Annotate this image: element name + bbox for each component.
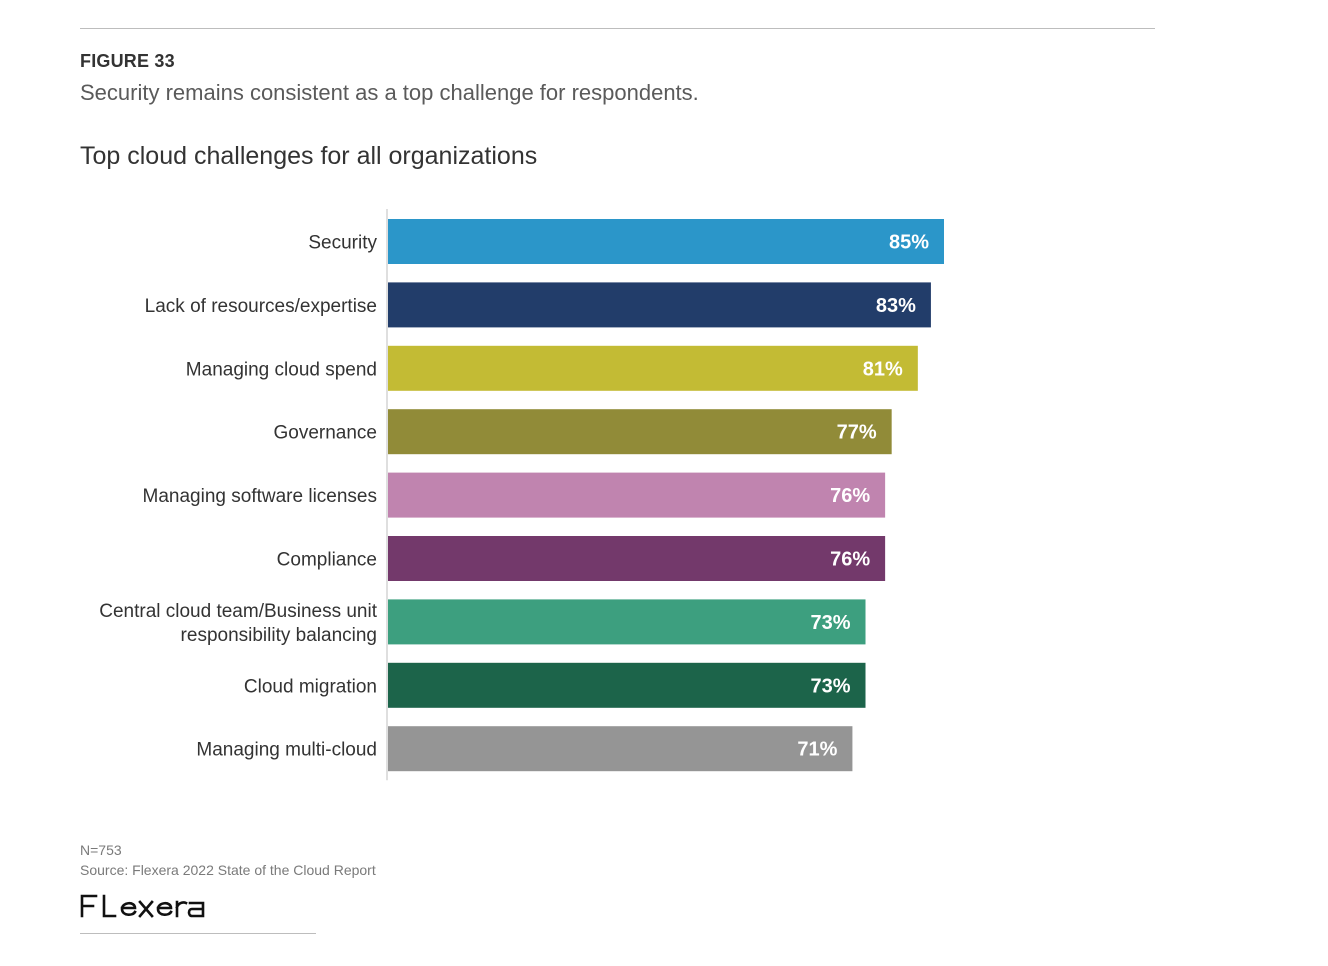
bar — [388, 282, 931, 328]
category-label: Managing software licenses — [143, 486, 377, 507]
bar-value-label: 73% — [810, 612, 850, 634]
bar-value-label: 71% — [797, 739, 837, 761]
bar-value-label: 85% — [889, 232, 929, 254]
bar — [388, 409, 892, 455]
chart-title: Top cloud challenges for all organizatio… — [80, 142, 538, 170]
bar-value-label: 83% — [876, 295, 916, 317]
figure-label: FIGURE 33 — [80, 51, 175, 71]
top-divider — [80, 28, 1155, 29]
bar-value-label: 81% — [863, 358, 903, 380]
bar — [388, 726, 853, 772]
bar — [388, 599, 866, 645]
source-note: Source: Flexera 2022 State of the Cloud … — [80, 862, 376, 878]
category-label: Cloud migration — [244, 676, 377, 697]
category-label: Security — [308, 233, 377, 254]
category-label: Managing multi-cloud — [196, 740, 377, 761]
bar — [388, 219, 944, 264]
category-label: Compliance — [277, 550, 377, 571]
bottom-divider — [80, 933, 316, 934]
category-label: Managing cloud spend — [186, 359, 377, 380]
bar — [388, 345, 918, 391]
category-label: Governance — [273, 423, 377, 444]
bar — [388, 536, 886, 581]
figure-caption: Security remains consistent as a top cha… — [80, 80, 699, 105]
category-label: Central cloud team/Business unit — [99, 601, 377, 622]
category-label: responsibility balancing — [181, 625, 377, 646]
flexera-logo — [80, 894, 205, 918]
bar — [388, 662, 866, 708]
bar-value-label: 76% — [830, 549, 870, 571]
sample-size-note: N=753 — [80, 842, 122, 858]
bar — [388, 472, 886, 518]
bar-value-label: 76% — [830, 485, 870, 507]
bar-value-label: 73% — [810, 675, 850, 697]
bar-value-label: 77% — [837, 422, 877, 444]
category-label: Lack of resources/expertise — [145, 296, 377, 317]
